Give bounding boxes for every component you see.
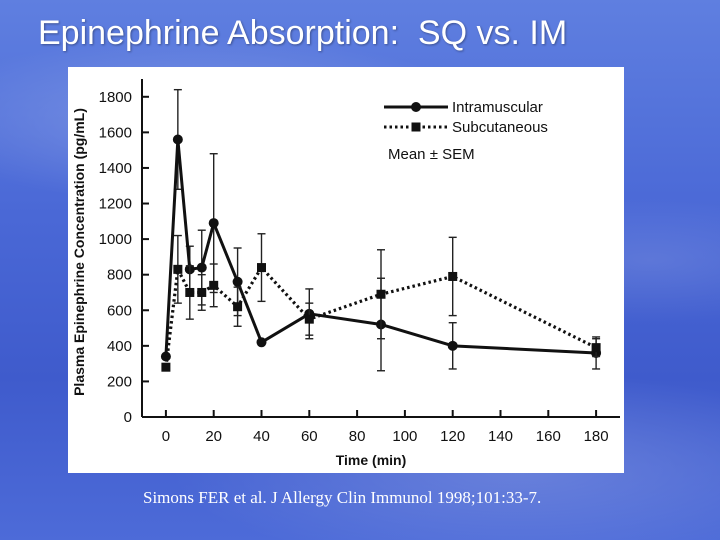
y-tick-label: 1000 bbox=[99, 231, 132, 248]
data-point-intramuscular bbox=[232, 276, 243, 287]
citation-text: Simons FER et al. J Allergy Clin Immunol… bbox=[143, 488, 542, 507]
data-point-subcutaneous bbox=[197, 287, 207, 297]
legend-label-intramuscular: Intramuscular bbox=[452, 99, 543, 116]
x-tick-label: 80 bbox=[349, 428, 366, 445]
data-point-intramuscular bbox=[172, 134, 183, 145]
y-tick-label: 1600 bbox=[99, 124, 132, 141]
slide-title: Epinephrine Absorption: SQ vs. IM bbox=[38, 14, 568, 52]
x-tick-label: 60 bbox=[301, 428, 318, 445]
data-point-subcutaneous bbox=[257, 263, 266, 273]
data-point-subcutaneous bbox=[304, 314, 314, 324]
x-tick-label: 160 bbox=[536, 428, 561, 445]
data-point-subcutaneous bbox=[209, 280, 219, 290]
legend-label-subcutaneous: Subcutaneous bbox=[452, 119, 548, 136]
data-point-intramuscular bbox=[256, 337, 267, 348]
y-axis-label: Plasma Epinephrine Concentration (pg/mL) bbox=[71, 108, 87, 396]
y-tick-label: 0 bbox=[124, 409, 132, 426]
data-point-subcutaneous bbox=[161, 362, 171, 372]
x-tick-label: 20 bbox=[205, 428, 222, 445]
y-tick-label: 1400 bbox=[99, 160, 132, 177]
y-tick-label: 1800 bbox=[99, 89, 132, 106]
y-tick-label: 800 bbox=[107, 267, 132, 284]
x-axis-label: Time (min) bbox=[336, 452, 407, 468]
data-point-intramuscular bbox=[447, 340, 458, 351]
x-tick-label: 120 bbox=[440, 428, 465, 445]
y-tick-label: 200 bbox=[107, 373, 132, 390]
data-point-subcutaneous bbox=[173, 264, 183, 274]
data-point-subcutaneous bbox=[448, 271, 458, 281]
legend-marker-subcutaneous bbox=[411, 122, 421, 132]
y-tick-label: 1200 bbox=[99, 196, 132, 213]
data-point-subcutaneous bbox=[591, 343, 601, 353]
epinephrine-chart: 0 200 400 600 800 1000 1200 1400 1600 1800 0 20 40 60… bbox=[71, 79, 620, 468]
data-point-subcutaneous bbox=[233, 302, 243, 312]
x-tick-label: 40 bbox=[253, 428, 270, 445]
legend-marker-intramuscular bbox=[411, 102, 421, 112]
data-point-subcutaneous bbox=[376, 289, 386, 299]
x-tick-label: 140 bbox=[488, 428, 513, 445]
x-tick-label: 100 bbox=[392, 428, 417, 445]
x-tick-label: 0 bbox=[162, 428, 170, 445]
y-tick-label: 600 bbox=[107, 302, 132, 319]
data-point-intramuscular bbox=[196, 262, 207, 273]
data-point-subcutaneous bbox=[185, 287, 195, 297]
chart-figure: 0 200 400 600 800 1000 1200 1400 1600 1800 0 20 40 60… bbox=[68, 67, 624, 473]
data-point-intramuscular bbox=[208, 218, 219, 229]
legend-note: Mean ± SEM bbox=[388, 146, 475, 163]
x-tick-label: 180 bbox=[584, 428, 609, 445]
y-tick-label: 400 bbox=[107, 338, 132, 355]
